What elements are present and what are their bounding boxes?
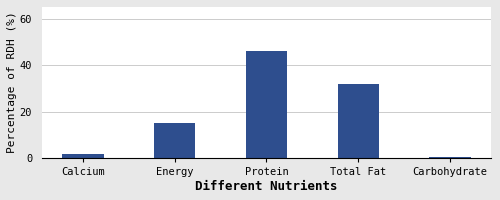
Bar bbox=[430, 157, 470, 158]
Title: Pork, fresh, ground, cooked per 100g
www.dietandfitnesstoday.com: Pork, fresh, ground, cooked per 100g www… bbox=[0, 199, 1, 200]
Bar bbox=[62, 154, 104, 158]
Y-axis label: Percentage of RDH (%): Percentage of RDH (%) bbox=[7, 12, 17, 153]
X-axis label: Different Nutrients: Different Nutrients bbox=[195, 180, 338, 193]
Bar bbox=[154, 123, 196, 158]
Bar bbox=[246, 51, 287, 158]
Bar bbox=[338, 84, 379, 158]
